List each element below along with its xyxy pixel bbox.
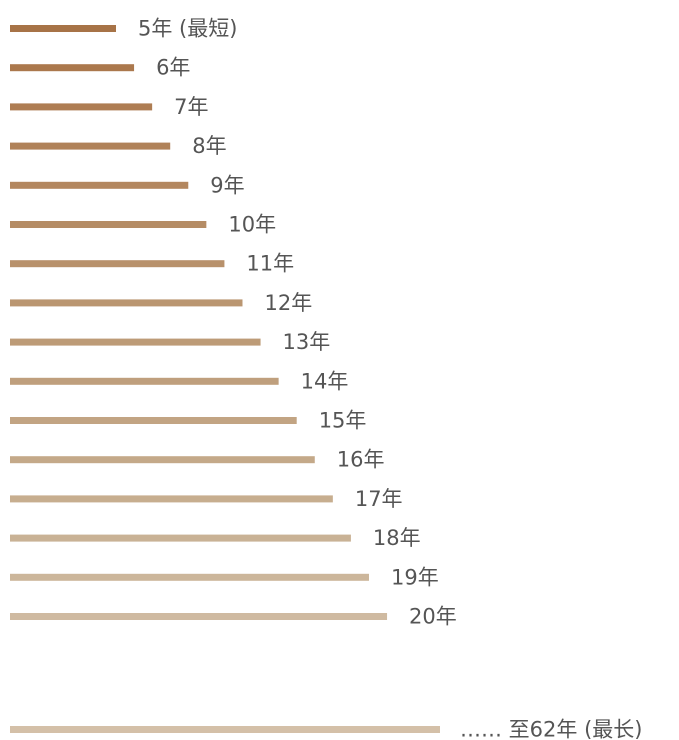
- bar-label-13-years: 13年: [283, 330, 331, 354]
- bar-62-years: [10, 726, 440, 733]
- bar-label-7-years: 7年: [174, 95, 208, 119]
- bar-11-years: [10, 260, 225, 268]
- bar-12-years: [10, 299, 243, 307]
- bar-13-years: [10, 338, 261, 346]
- bar-label-15-years: 15年: [319, 409, 367, 433]
- bar-label-5-years: 5年 (最短): [138, 17, 237, 41]
- bar-5-years: [10, 25, 116, 32]
- bar-label-10-years: 10年: [228, 213, 276, 237]
- bar-label-20-years: 20年: [409, 605, 457, 629]
- bar-16-years: [10, 456, 315, 464]
- bar-label-18-years: 18年: [373, 526, 421, 550]
- bar-8-years: [10, 142, 171, 150]
- bar-label-14-years: 14年: [301, 369, 349, 393]
- bar-19-years: [10, 573, 369, 581]
- bar-label-62-years: …… 至62年 (最长): [460, 718, 642, 740]
- bar-label-11-years: 11年: [246, 252, 294, 276]
- bar-label-9-years: 9年: [210, 173, 244, 197]
- bar-20-years: [10, 613, 388, 620]
- bar-17-years: [10, 495, 333, 503]
- bar-label-16-years: 16年: [337, 448, 385, 472]
- bar-9-years: [10, 181, 189, 189]
- bar-label-17-years: 17年: [355, 487, 403, 511]
- bar-10-years: [10, 221, 207, 228]
- bar-15-years: [10, 417, 297, 424]
- bar-14-years: [10, 377, 279, 385]
- bar-6-years: [10, 64, 135, 72]
- bar-label-6-years: 6年: [156, 56, 190, 80]
- bar-18-years: [10, 534, 351, 542]
- bar-label-8-years: 8年: [192, 134, 226, 158]
- bar-label-19-years: 19年: [391, 565, 439, 589]
- bar-label-12-years: 12年: [264, 291, 312, 315]
- bar-7-years: [10, 103, 153, 111]
